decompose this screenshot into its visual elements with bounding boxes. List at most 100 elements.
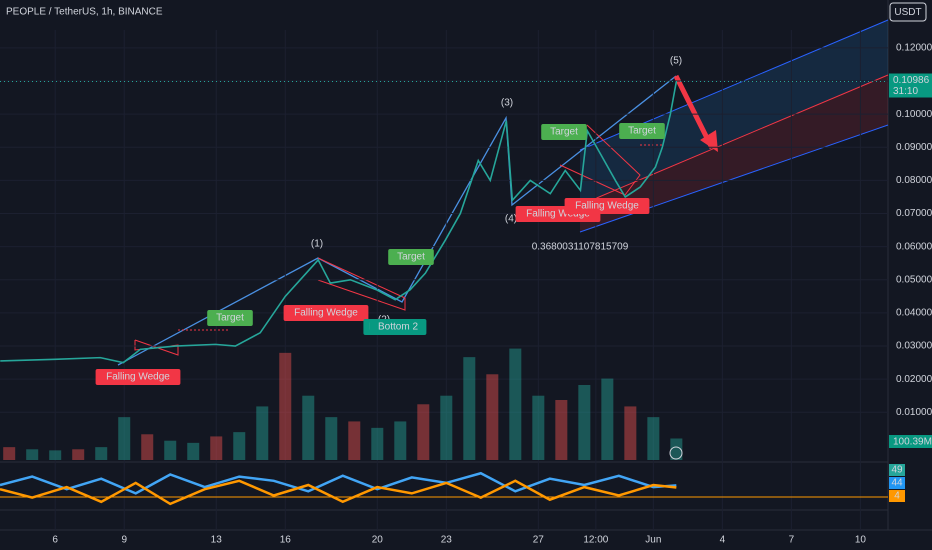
y-tick-label: 0.01000	[896, 407, 932, 418]
x-tick-label: 23	[441, 535, 453, 546]
channel-upper	[580, 20, 888, 205]
oscillator-line	[0, 471, 677, 495]
volume-bar	[440, 395, 453, 460]
x-tick-label: 7	[789, 535, 795, 546]
volume-bar	[233, 432, 246, 460]
volume-bar	[647, 417, 660, 460]
forecast-arrow	[673, 74, 715, 150]
volume-bar	[279, 352, 292, 460]
annotation-box	[283, 305, 369, 321]
x-tick-label: 4	[720, 535, 726, 546]
annotation-label: Bottom 2	[378, 322, 418, 333]
volume-bar	[486, 374, 499, 460]
volume-bar	[578, 385, 591, 460]
wedge	[134, 339, 179, 356]
volume-bar	[371, 427, 384, 460]
volume-bar	[26, 449, 39, 460]
annotation-label: Falling Wedge	[526, 209, 590, 220]
volume-bar	[3, 447, 16, 460]
volume-bar	[164, 440, 177, 460]
oscillator-line	[0, 479, 677, 506]
annotation-label: (4)	[505, 214, 517, 225]
annotation-label: (5)	[670, 56, 682, 67]
annotation-label: Falling Wedge	[106, 372, 170, 383]
x-tick-label: 27	[533, 535, 545, 546]
volume-badge	[889, 435, 932, 448]
volume-bar	[95, 447, 108, 460]
countdown-label: 31:10	[893, 86, 918, 97]
volume-bar	[417, 404, 430, 460]
currency-button[interactable]	[889, 2, 927, 22]
oscillator-badge	[889, 464, 905, 476]
price-line	[0, 81, 678, 364]
y-tick-label: 0.06000	[896, 241, 932, 252]
annotation-box	[95, 369, 181, 385]
annotation-label: Falling Wedge	[294, 308, 358, 319]
volume-bar	[348, 421, 361, 460]
annotation-label: Falling Wedge	[575, 201, 639, 212]
last-price-badge	[889, 73, 932, 98]
y-tick-label: 0.03000	[896, 341, 932, 352]
replay-button[interactable]	[669, 446, 683, 460]
symbol-title: PEOPLE / TetherUS, 1h, BINANCE	[6, 7, 163, 18]
oscillator-label: 44	[891, 478, 903, 489]
oscillator-label: 4	[894, 491, 900, 502]
annotation-box	[619, 123, 665, 139]
annotation-label: (1)	[311, 239, 323, 250]
volume-bar	[187, 442, 200, 460]
annotation-label: Target	[550, 127, 578, 138]
annotation-label: (3)	[501, 98, 513, 109]
volume-bar	[624, 406, 637, 460]
volume-bar	[555, 400, 568, 460]
oscillator-badge	[889, 490, 905, 502]
annotation-box	[564, 198, 650, 214]
x-tick-label: 12:00	[583, 535, 608, 546]
x-tick-label: 9	[121, 535, 127, 546]
y-tick-label: 0.07000	[896, 208, 932, 219]
wedge	[317, 257, 406, 311]
volume-bar	[210, 436, 223, 460]
annotation-box	[541, 124, 587, 140]
forecast-arrow-head	[700, 130, 718, 152]
oscillator-label: 49	[891, 465, 903, 476]
volume-label: 100.39M	[893, 437, 932, 448]
volume-bar	[532, 395, 545, 460]
x-tick-label: 13	[211, 535, 223, 546]
annotation-label: Target	[628, 126, 656, 137]
oscillator-badge	[889, 477, 905, 489]
annotation-label: Target	[397, 252, 425, 263]
annotation-box	[369, 319, 427, 335]
annotation-box	[207, 310, 253, 326]
y-tick-label: 0.08000	[896, 175, 932, 186]
x-tick-label: Jun	[645, 535, 661, 546]
y-tick-label: 0.12000	[896, 43, 932, 54]
y-tick-label: 0.04000	[896, 308, 932, 319]
annotation-box	[388, 249, 434, 265]
volume-bar	[302, 395, 315, 460]
x-tick-label: 20	[372, 535, 384, 546]
volume-bar	[325, 417, 338, 460]
annotation-label: 0.3680031107815709	[532, 242, 629, 253]
y-tick-label: 0.05000	[896, 274, 932, 285]
x-tick-label: 6	[52, 535, 58, 546]
annotation-label: Target	[216, 313, 244, 324]
last-price-label: 0.10986	[893, 75, 930, 86]
y-tick-label: 0.10000	[896, 109, 932, 120]
volume-bar	[509, 348, 522, 460]
x-tick-label: 16	[280, 535, 292, 546]
x-tick-label: 10	[855, 535, 867, 546]
volume-bar	[670, 438, 683, 460]
y-tick-label: 0.02000	[896, 374, 932, 385]
volume-bar	[601, 378, 614, 460]
volume-bar	[256, 406, 269, 460]
y-tick-label: 0.09000	[896, 142, 932, 153]
volume-bar	[118, 417, 131, 460]
elliott-wave	[117, 75, 677, 366]
currency-label[interactable]: USDT	[894, 7, 921, 18]
volume-bar	[49, 450, 62, 460]
volume-bar	[463, 357, 476, 460]
volume-bar	[72, 449, 85, 460]
